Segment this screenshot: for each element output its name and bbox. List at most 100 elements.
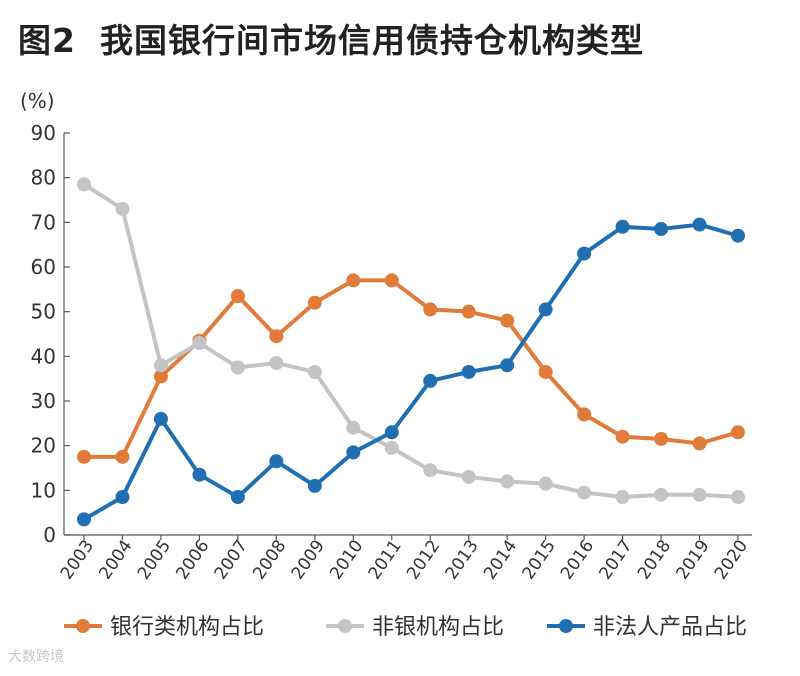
data-point [384,425,399,440]
data-point [731,490,745,505]
data-point [346,445,361,460]
y-tick-label: 60 [31,255,56,279]
data-point [423,373,438,388]
data-point [115,201,130,216]
data-point [115,449,130,464]
data-point [269,356,284,371]
data-point [230,289,245,304]
data-point [577,246,592,261]
data-point [307,364,322,379]
y-tick-label: 70 [31,210,56,234]
data-point [153,411,168,426]
legend-marker [338,619,352,633]
x-tick-label: 2019 [672,536,713,583]
data-point [500,313,515,328]
y-axis-label: (%) [20,89,55,113]
series-2 [77,177,745,505]
data-point [538,364,553,379]
figure-title: 我国银行间市场信用债持仓机构类型 [99,21,644,60]
data-point [615,490,630,505]
series-3 [77,217,745,527]
data-point [577,407,592,422]
data-point [77,512,91,527]
data-point [384,273,399,288]
legend-label: 非银机构占比 [372,615,504,640]
series-line [84,278,739,459]
x-tick-label: 2003 [57,536,98,583]
legend-item-2: 非银机构占比 [326,615,504,640]
data-point [153,369,168,384]
data-point [654,431,669,446]
y-tick-label: 0 [43,523,56,547]
data-point [731,425,745,440]
x-tick-label: 2006 [172,536,213,583]
y-tick-label: 80 [31,166,56,190]
data-point [77,449,91,464]
legend-marker [559,619,573,633]
x-tick-label: 2008 [249,536,290,583]
legend-item-1: 银行类机构占比 [64,615,264,640]
y-tick-label: 90 [31,121,56,145]
data-point [692,487,707,502]
data-point [346,273,361,288]
series-line [82,222,739,522]
data-point [307,478,322,493]
x-tick-label: 2013 [442,536,483,583]
x-tick-label: 2017 [595,536,636,583]
legend-label: 银行类机构占比 [110,615,264,640]
data-point [461,364,476,379]
x-tick-label: 2020 [711,536,752,583]
data-point [423,463,438,478]
data-point [307,295,322,310]
data-point [615,219,630,234]
data-point [692,217,707,232]
series-group [77,177,745,527]
watermark: 大数跨境 [8,649,64,665]
legend-marker [76,619,90,633]
y-tick-label: 40 [31,344,56,368]
data-point [230,360,245,375]
data-point [153,358,168,373]
data-point [577,485,592,500]
x-tick-label: 2011 [365,536,406,583]
data-point [538,476,553,491]
data-point [77,177,91,192]
y-tick-label: 20 [31,434,56,458]
data-point [461,469,476,484]
legend-item-3: 非法人产品占比 [547,615,747,640]
x-tick-label: 2016 [557,536,598,583]
x-tick-label: 2009 [288,536,329,583]
data-point [192,467,207,482]
y-tick-label: 30 [31,389,56,413]
data-point [384,440,399,455]
data-point [731,228,745,243]
data-point [269,454,284,469]
x-tick-label: 2005 [134,536,175,583]
x-tick-label: 2015 [519,536,560,583]
y-tick-label: 10 [31,478,56,502]
figure-label: 图2 [18,21,76,60]
data-point [423,302,438,317]
data-point [500,474,515,489]
x-tick-label: 2010 [326,536,367,583]
data-point [692,436,707,451]
data-point [500,358,515,373]
x-tick-label: 2018 [634,536,675,583]
legend: 银行类机构占比 非银机构占比 非法人产品占比 [64,615,747,640]
x-tick-label: 2007 [211,536,252,583]
data-point [269,329,284,344]
x-tick-label: 2004 [95,536,136,583]
data-point [115,490,130,505]
data-point [654,487,669,502]
y-tick-label: 50 [31,300,56,324]
data-point [346,420,361,435]
legend-label: 非法人产品占比 [593,615,747,640]
data-point [615,429,630,444]
chart-title: 图2 我国银行间市场信用债持仓机构类型 [18,14,644,62]
data-point [192,335,207,350]
series-1 [77,273,745,464]
axes: 0102030405060708090(%)200320042005200620… [20,89,752,583]
data-point [230,490,245,505]
x-tick-label: 2014 [480,536,521,583]
